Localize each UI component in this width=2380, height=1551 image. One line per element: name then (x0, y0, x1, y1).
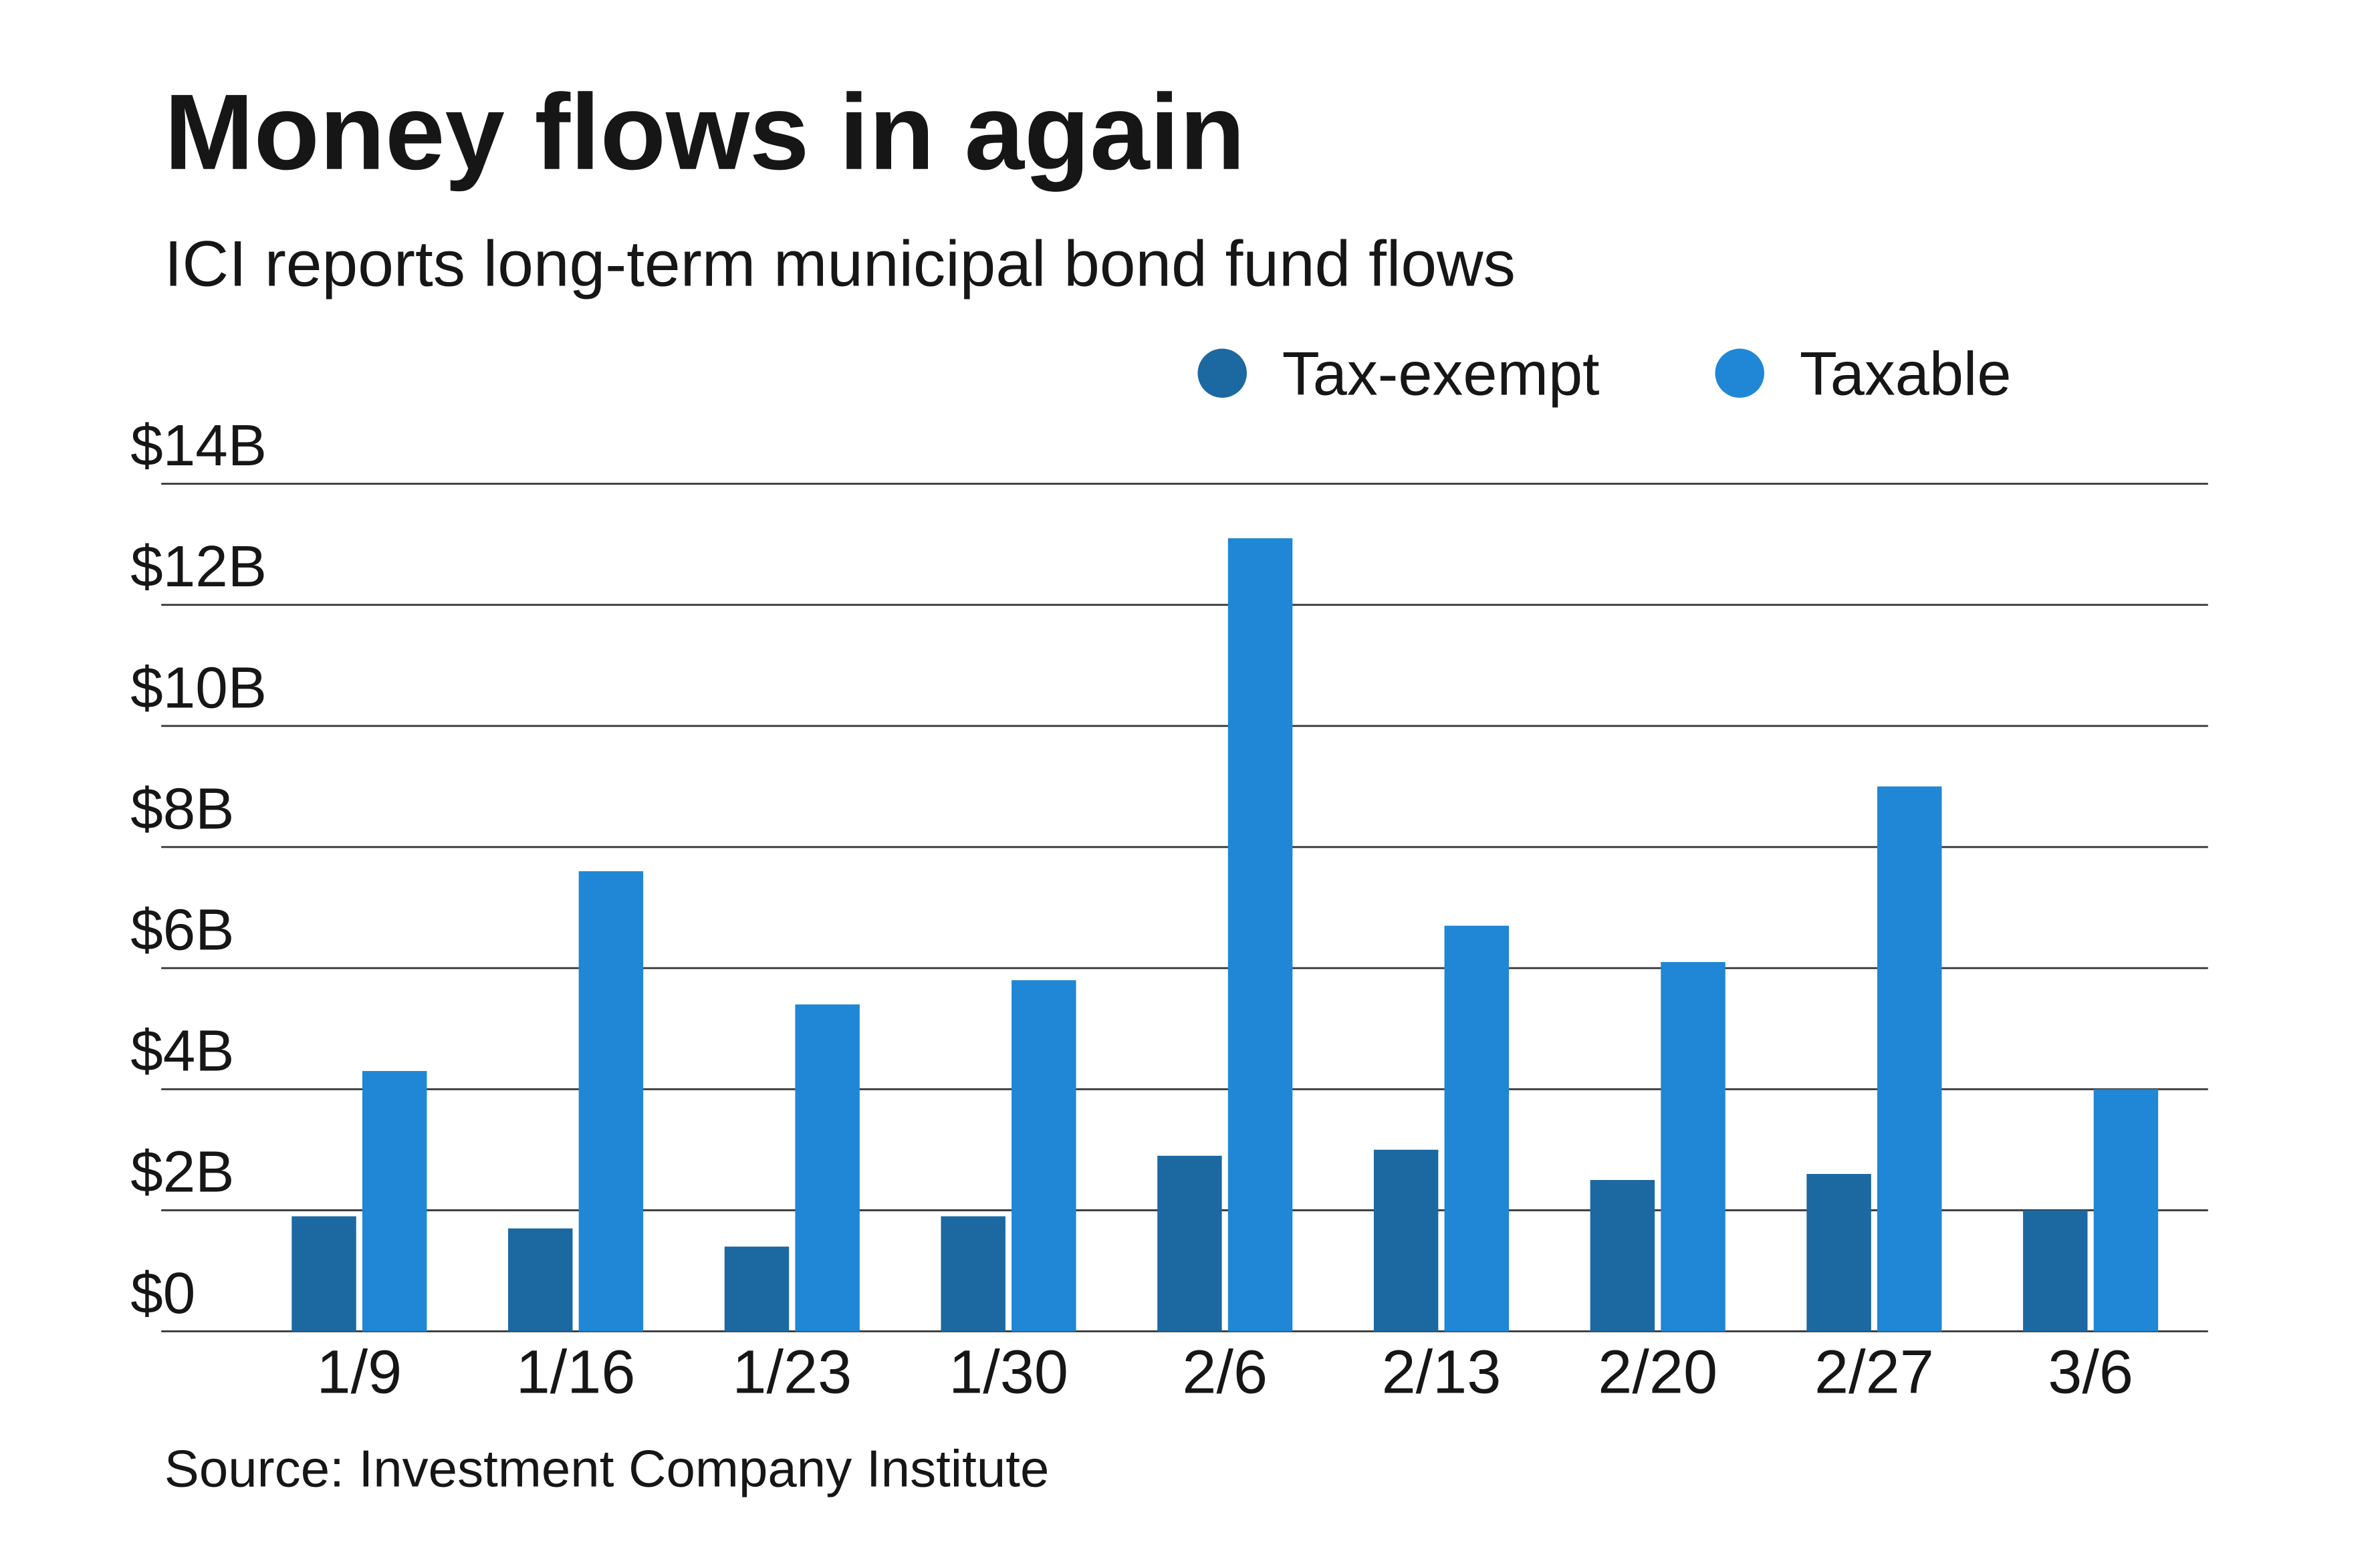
x-tick-label: 1/9 (317, 1338, 402, 1406)
y-tick-label: $12B (130, 534, 267, 599)
y-tick-label: $10B (130, 655, 267, 720)
legend-marker (1715, 348, 1764, 398)
bar (795, 1004, 860, 1332)
bar (2093, 1089, 2159, 1332)
bar (1661, 962, 1726, 1332)
bar (291, 1216, 356, 1332)
legend-label: Tax-exempt (1282, 340, 1600, 408)
chart-title: Money flows in again (164, 72, 1245, 193)
bar (578, 871, 644, 1332)
bar (1012, 980, 1076, 1332)
x-tick-label: 1/23 (732, 1338, 852, 1406)
source-note: Source: Investment Company Institute (164, 1439, 1050, 1498)
legend-label: Taxable (1800, 340, 2012, 408)
x-tick-label: 2/6 (1182, 1338, 1268, 1406)
y-tick-label: $0 (130, 1261, 195, 1326)
bar (1444, 925, 1510, 1332)
x-tick-label: 1/30 (949, 1338, 1068, 1406)
bar (508, 1228, 573, 1332)
x-tick-label: 3/6 (2048, 1338, 2133, 1406)
x-tick-label: 1/16 (516, 1338, 636, 1406)
y-tick-label: $2B (130, 1140, 234, 1205)
x-tick-label: 2/13 (1382, 1338, 1502, 1406)
y-tick-label: $6B (130, 898, 234, 963)
bar (2023, 1210, 2088, 1332)
bar (1227, 538, 1293, 1332)
bar (1806, 1173, 1871, 1332)
y-tick-label: $4B (130, 1019, 234, 1084)
chart-subtitle: ICI reports long-term municipal bond fun… (164, 228, 1516, 300)
x-tick-label: 2/27 (1814, 1338, 1934, 1406)
bar (1590, 1180, 1655, 1332)
x-tick-label: 2/20 (1598, 1338, 1717, 1406)
bar (724, 1246, 790, 1332)
y-tick-label: $8B (130, 776, 234, 841)
bar (362, 1071, 427, 1332)
y-tick-label: $14B (130, 413, 267, 478)
bar (1157, 1155, 1222, 1332)
bar (941, 1216, 1005, 1332)
legend-marker (1197, 348, 1247, 398)
bar (1877, 786, 1942, 1332)
bar (1373, 1149, 1439, 1332)
